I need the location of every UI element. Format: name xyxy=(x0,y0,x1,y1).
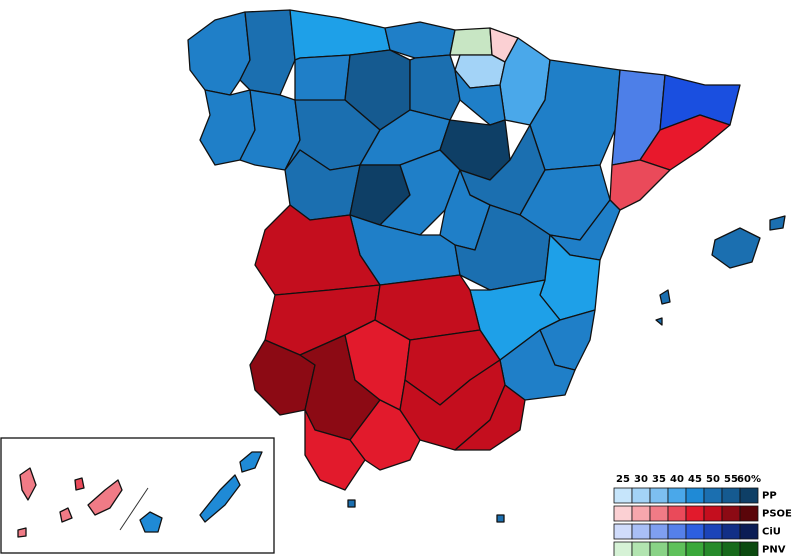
island xyxy=(74,477,85,491)
legend-swatch xyxy=(649,523,669,540)
inset-frame xyxy=(0,437,275,554)
island xyxy=(711,227,761,269)
legend-swatch xyxy=(631,487,651,504)
legend-swatch xyxy=(703,487,723,504)
island xyxy=(659,289,671,305)
legend-party-label: PSOE xyxy=(762,509,792,520)
legend-party-label: CiU xyxy=(762,527,781,538)
inset-divider xyxy=(119,487,149,531)
legend-swatch xyxy=(667,505,687,522)
legend-tick-label: 50 xyxy=(706,474,720,485)
legend-swatch xyxy=(613,505,633,522)
legend-party-label: PNV xyxy=(762,545,786,556)
island xyxy=(199,474,241,523)
legend-swatch xyxy=(721,487,741,504)
legend-swatch xyxy=(631,523,651,540)
legend-swatch xyxy=(613,487,633,504)
legend-tick-label: 25 xyxy=(616,474,630,485)
provinces xyxy=(187,9,786,523)
legend-swatch xyxy=(631,505,651,522)
legend-swatch xyxy=(667,523,687,540)
province xyxy=(399,359,506,451)
legend-swatch xyxy=(739,541,759,556)
legend-tick-label: 55 xyxy=(724,474,738,485)
island xyxy=(87,479,123,516)
legend-swatch xyxy=(685,541,705,556)
island xyxy=(655,317,663,326)
legend-swatch xyxy=(721,523,741,540)
legend-tick-label: 35 xyxy=(652,474,666,485)
legend-swatch xyxy=(739,505,759,522)
legend-swatch xyxy=(685,505,705,522)
legend-swatch xyxy=(613,523,633,540)
legend-swatch xyxy=(721,505,741,522)
island xyxy=(59,507,73,523)
legend-tick-label: 40 xyxy=(670,474,684,485)
island xyxy=(769,215,786,231)
legend-swatch xyxy=(613,541,633,556)
legend-tick-label: 30 xyxy=(634,474,648,485)
legend-swatch xyxy=(649,487,669,504)
province xyxy=(454,384,526,451)
province xyxy=(409,54,461,121)
legend-swatch xyxy=(739,487,759,504)
province xyxy=(294,54,351,106)
legend-swatch xyxy=(721,541,741,556)
province xyxy=(304,409,366,491)
province xyxy=(609,159,671,211)
island xyxy=(239,451,263,473)
canary-islands xyxy=(17,451,263,538)
city xyxy=(347,499,356,508)
legend-swatch xyxy=(631,541,651,556)
legend-swatch xyxy=(649,541,669,556)
legend-swatch xyxy=(703,523,723,540)
city xyxy=(496,514,505,523)
legend-swatch xyxy=(649,505,669,522)
legend-swatch xyxy=(685,487,705,504)
legend-swatch xyxy=(667,541,687,556)
legend-swatch xyxy=(739,523,759,540)
island xyxy=(17,527,27,538)
province xyxy=(187,11,251,96)
island xyxy=(19,467,37,501)
legend: 25 30 35 40 45 50 55 60%PP PSOE CiU PNV xyxy=(613,474,792,556)
legend-swatch xyxy=(703,505,723,522)
island xyxy=(139,511,163,533)
legend-tick-label: 45 xyxy=(688,474,702,485)
legend-swatch xyxy=(685,523,705,540)
legend-swatch xyxy=(703,541,723,556)
province xyxy=(449,27,493,56)
province xyxy=(379,149,461,236)
legend-swatch xyxy=(667,487,687,504)
legend-tick-label: 60% xyxy=(737,474,761,485)
province xyxy=(349,399,421,471)
legend-party-label: PP xyxy=(762,491,777,502)
